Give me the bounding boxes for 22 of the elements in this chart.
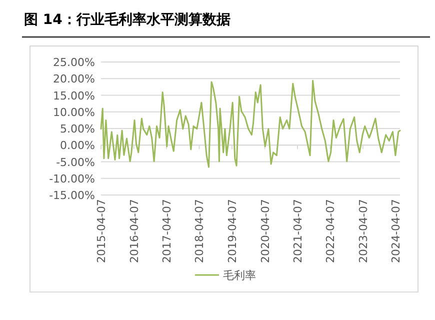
x-tick-label: 2023-04-07 bbox=[356, 199, 370, 263]
x-tick-label: 2018-04-07 bbox=[193, 199, 206, 263]
x-tick-label: 2021-04-07 bbox=[291, 199, 304, 263]
y-tick-label: 15.00% bbox=[53, 89, 95, 102]
line-series bbox=[100, 80, 401, 168]
y-tick-label: 20.00% bbox=[53, 72, 95, 86]
x-tick-label: 2024-04-07 bbox=[390, 199, 403, 263]
y-tick-label: 5.00% bbox=[60, 122, 95, 136]
x-tick-label: 2017-04-07 bbox=[160, 199, 174, 263]
x-tick-label: 2022-04-07 bbox=[324, 199, 338, 263]
y-tick-label: 25.00% bbox=[53, 56, 95, 69]
x-tick-label: 2015-04-07 bbox=[95, 199, 108, 263]
chart-title: 图 14：行业毛利率水平测算数据 bbox=[24, 11, 230, 28]
legend-label: 毛利率 bbox=[223, 269, 256, 282]
x-tick-label: 2020-04-07 bbox=[258, 199, 272, 263]
y-tick-label: -5.00% bbox=[56, 156, 95, 169]
y-tick-label: -10.00% bbox=[49, 172, 95, 186]
x-tick-label: 2019-04-07 bbox=[226, 199, 239, 263]
y-tick-label: 0.00% bbox=[60, 139, 95, 152]
y-tick-label: 10.00% bbox=[53, 106, 95, 119]
y-tick-label: -15.00% bbox=[49, 189, 95, 202]
x-tick-label: 2016-04-07 bbox=[128, 199, 141, 263]
